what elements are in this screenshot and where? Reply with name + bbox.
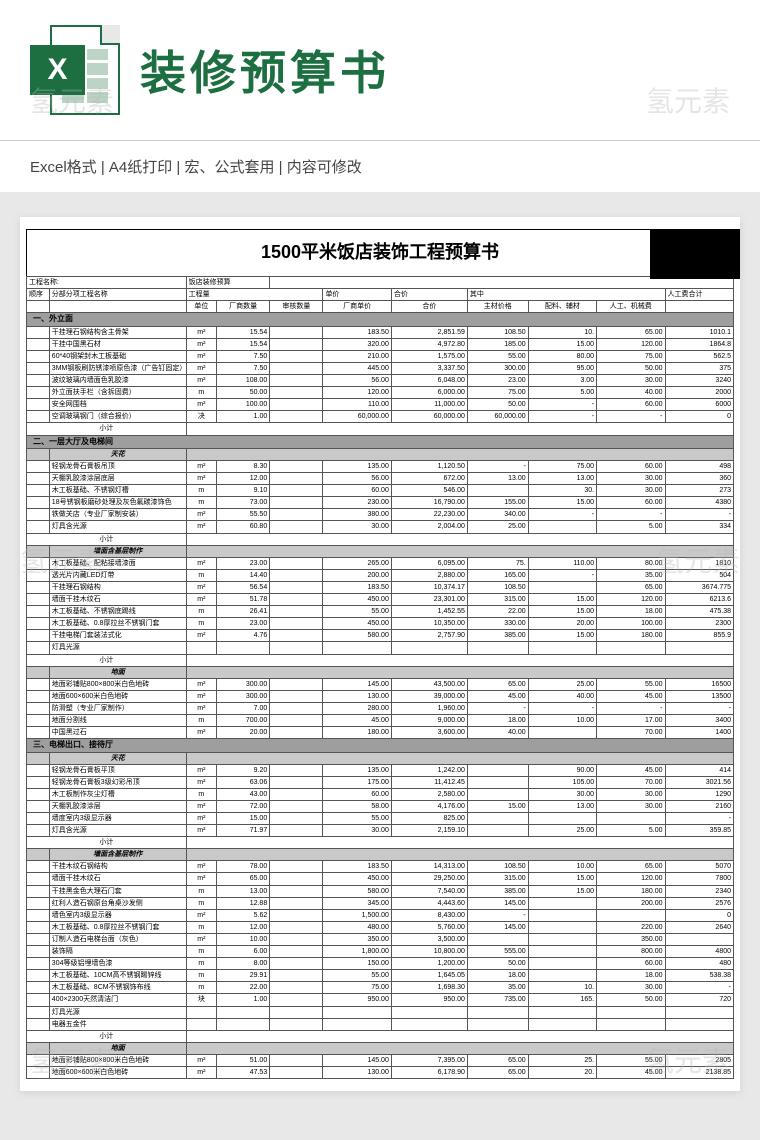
page-title: 装修预算书 [140,37,390,103]
spreadsheet: 1500平米饭店装饰工程预算书 工程名称:饭店装修预算顺序分部分项工程名称工程量… [20,217,740,1091]
header-bar: X 装修预算书 [0,0,760,140]
excel-icon: X [30,25,120,115]
subtitle-bar: Excel格式 | A4纸打印 | 宏、公式套用 | 内容可修改 [0,140,760,192]
black-overlay [650,229,740,279]
budget-table: 工程名称:饭店装修预算顺序分部分项工程名称工程量单价合价其中人工费合计单位厂商数… [26,276,734,1079]
document-title: 1500平米饭店装饰工程预算书 [26,229,734,276]
